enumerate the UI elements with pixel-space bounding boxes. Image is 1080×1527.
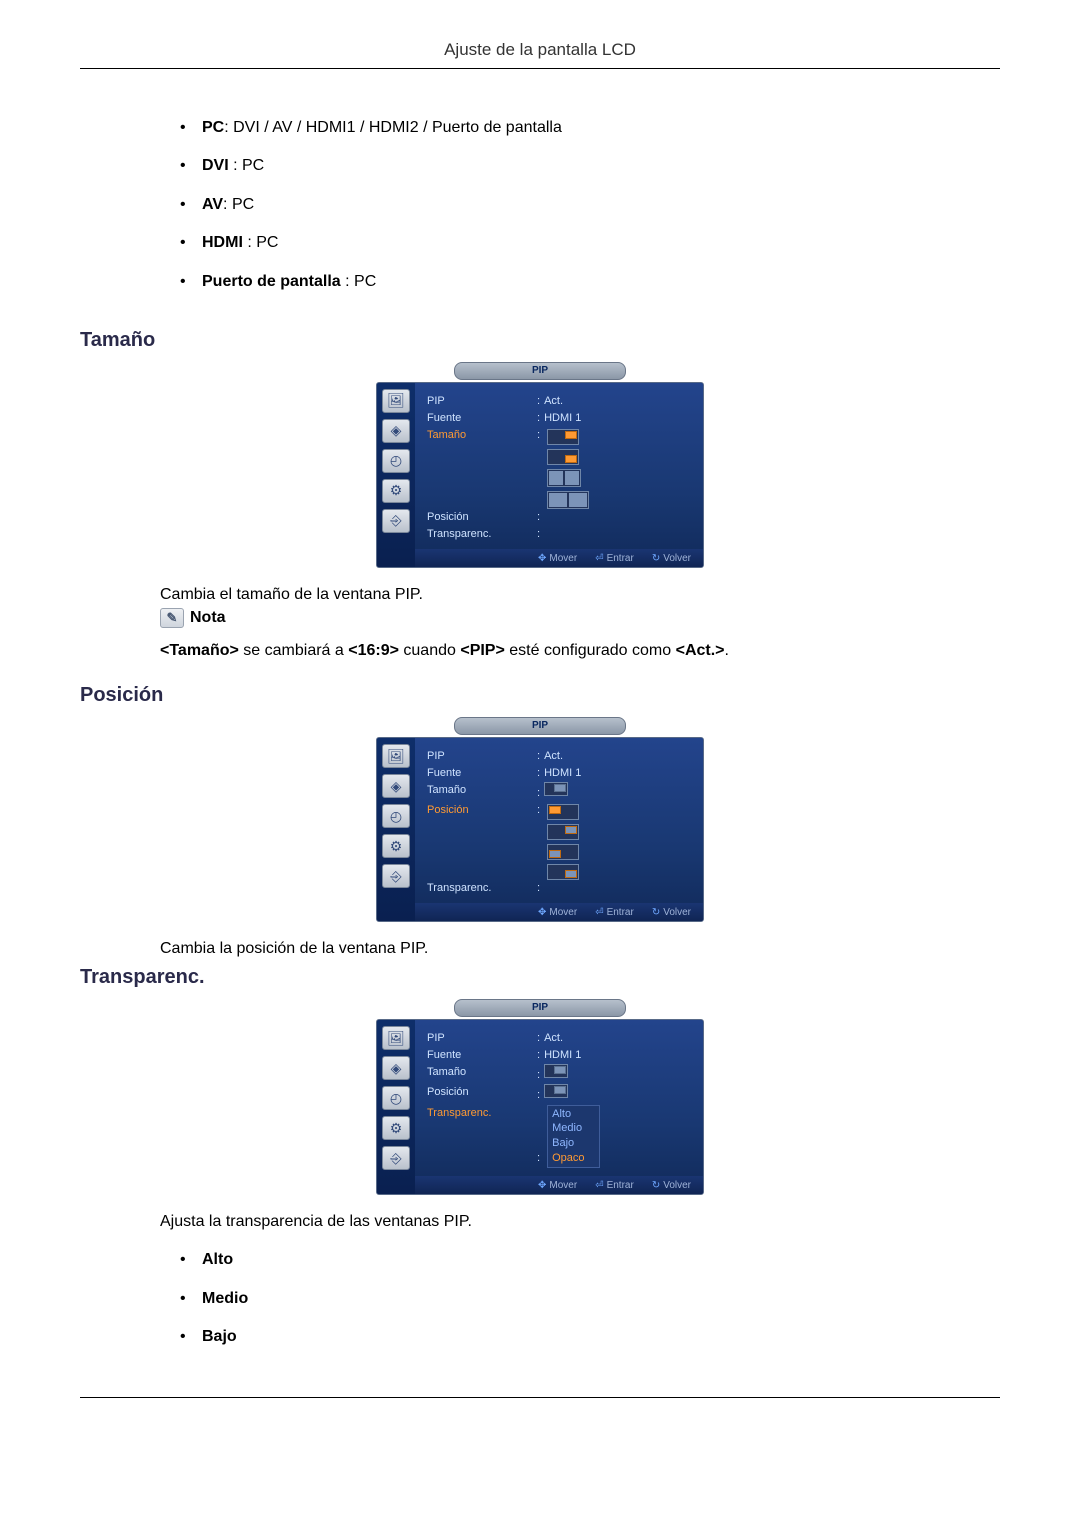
size-thumb[interactable] (547, 491, 589, 509)
pos-thumb-mini (544, 1084, 568, 1098)
source-item: Puerto de pantalla : PC (180, 263, 1000, 301)
size-thumb[interactable] (547, 429, 579, 445)
osd-label-hi[interactable]: Tamaño (427, 427, 537, 509)
source-item: HDMI : PC (180, 224, 1000, 262)
osd-label: Transparenc. (427, 880, 537, 897)
osd-footer: ✥Mover ⏎Entrar ↻Volver (415, 1176, 703, 1194)
osd-transparenc: PIP 🖼 ◈ ◴ ⚙ ⎆ PIP:Act. Fuente:HDMI 1 Tam… (80, 999, 1000, 1195)
source-list: PC: DVI / AV / HDMI1 / HDMI2 / Puerto de… (80, 109, 1000, 301)
osd-content: PIP:Act. Fuente:HDMI 1 Tamaño: Posición:… (415, 1020, 703, 1194)
osd-title: PIP (454, 999, 626, 1017)
osd-label: Tamaño (427, 1064, 537, 1084)
move-icon: ✥ (538, 1180, 546, 1191)
trans-bullets: Alto Medio Bajo (80, 1241, 1000, 1356)
picture-icon[interactable]: 🖼 (382, 744, 410, 768)
section-desc: Cambia la posición de la ventana PIP. (160, 940, 1000, 958)
section-desc: Cambia el tamaño de la ventana PIP. (160, 586, 1000, 604)
footer-rule (80, 1397, 1000, 1398)
note-icon: ✎ (160, 608, 184, 628)
osd-label: Fuente (427, 765, 537, 782)
return-icon: ↻ (652, 907, 660, 918)
trans-bullet: Medio (180, 1280, 1000, 1318)
input-icon[interactable]: ⎆ (382, 1146, 410, 1170)
pos-thumb[interactable] (547, 864, 579, 880)
enter-icon: ⏎ (595, 1180, 603, 1191)
source-item: DVI : PC (180, 147, 1000, 185)
clock-icon[interactable]: ◴ (382, 804, 410, 828)
osd-label: Fuente (427, 1047, 537, 1064)
gear-icon[interactable]: ⚙ (382, 1116, 410, 1140)
size-thumb[interactable] (547, 469, 581, 487)
osd-content: PIP:Act. Fuente:HDMI 1 Tamaño: Posición … (415, 738, 703, 921)
osd-sidebar: 🖼 ◈ ◴ ⚙ ⎆ (377, 383, 415, 567)
osd-label: Transparenc. (427, 526, 537, 543)
return-icon: ↻ (652, 1180, 660, 1191)
osd-title: PIP (454, 362, 626, 380)
osd-content: PIP:Act. Fuente:HDMI 1 Tamaño : Posi (415, 383, 703, 567)
input-icon[interactable]: ⎆ (382, 509, 410, 533)
clock-icon[interactable]: ◴ (382, 1086, 410, 1110)
enter-icon: ⏎ (595, 553, 603, 564)
osd-posicion: PIP 🖼 ◈ ◴ ⚙ ⎆ PIP:Act. Fuente:HDMI 1 Tam… (80, 717, 1000, 922)
note-text: <Tamaño> se cambiará a <16:9> cuando <PI… (160, 642, 1000, 660)
clock-icon[interactable]: ◴ (382, 449, 410, 473)
pos-thumb[interactable] (547, 824, 579, 840)
size-thumb-mini (544, 1064, 568, 1078)
section-heading-tamano: Tamaño (80, 329, 1000, 352)
source-item: PC: DVI / AV / HDMI1 / HDMI2 / Puerto de… (180, 109, 1000, 147)
gear-icon[interactable]: ⚙ (382, 479, 410, 503)
section-heading-transparenc: Transparenc. (80, 966, 1000, 989)
sound-icon[interactable]: ◈ (382, 774, 410, 798)
return-icon: ↻ (652, 553, 660, 564)
move-icon: ✥ (538, 553, 546, 564)
osd-label: Tamaño (427, 782, 537, 802)
gear-icon[interactable]: ⚙ (382, 834, 410, 858)
osd-label: PIP (427, 1030, 537, 1047)
picture-icon[interactable]: 🖼 (382, 389, 410, 413)
section-desc: Ajusta la transparencia de las ventanas … (160, 1213, 1000, 1231)
note-label: Nota (190, 609, 226, 627)
page-title: Ajuste de la pantalla LCD (80, 40, 1000, 69)
size-thumb[interactable] (547, 449, 579, 465)
enter-icon: ⏎ (595, 907, 603, 918)
trans-bullet: Alto (180, 1241, 1000, 1279)
osd-label: PIP (427, 393, 537, 410)
input-icon[interactable]: ⎆ (382, 864, 410, 888)
osd-label: Fuente (427, 410, 537, 427)
pos-thumb[interactable] (547, 844, 579, 860)
trans-options[interactable]: Alto Medio Bajo Opaco (547, 1105, 599, 1168)
osd-sidebar: 🖼 ◈ ◴ ⚙ ⎆ (377, 738, 415, 921)
osd-label-hi[interactable]: Posición (427, 802, 537, 880)
osd-footer: ✥Mover ⏎Entrar ↻Volver (415, 549, 703, 567)
osd-label: Posición (427, 1084, 537, 1104)
move-icon: ✥ (538, 907, 546, 918)
osd-label: PIP (427, 748, 537, 765)
osd-label: Posición (427, 509, 537, 526)
source-item: AV: PC (180, 186, 1000, 224)
pos-thumb[interactable] (547, 804, 579, 820)
size-thumb-mini (544, 782, 568, 796)
section-heading-posicion: Posición (80, 684, 1000, 707)
sound-icon[interactable]: ◈ (382, 419, 410, 443)
osd-title: PIP (454, 717, 626, 735)
page: Ajuste de la pantalla LCD PC: DVI / AV /… (0, 0, 1080, 1458)
osd-tamano: PIP 🖼 ◈ ◴ ⚙ ⎆ PIP:Act. Fuente:HDMI 1 Tam… (80, 362, 1000, 568)
sound-icon[interactable]: ◈ (382, 1056, 410, 1080)
osd-sidebar: 🖼 ◈ ◴ ⚙ ⎆ (377, 1020, 415, 1194)
osd-label-hi[interactable]: Transparenc. (427, 1105, 537, 1168)
picture-icon[interactable]: 🖼 (382, 1026, 410, 1050)
trans-bullet: Bajo (180, 1318, 1000, 1356)
osd-footer: ✥Mover ⏎Entrar ↻Volver (415, 903, 703, 921)
note-label-row: ✎ Nota (160, 608, 1000, 628)
